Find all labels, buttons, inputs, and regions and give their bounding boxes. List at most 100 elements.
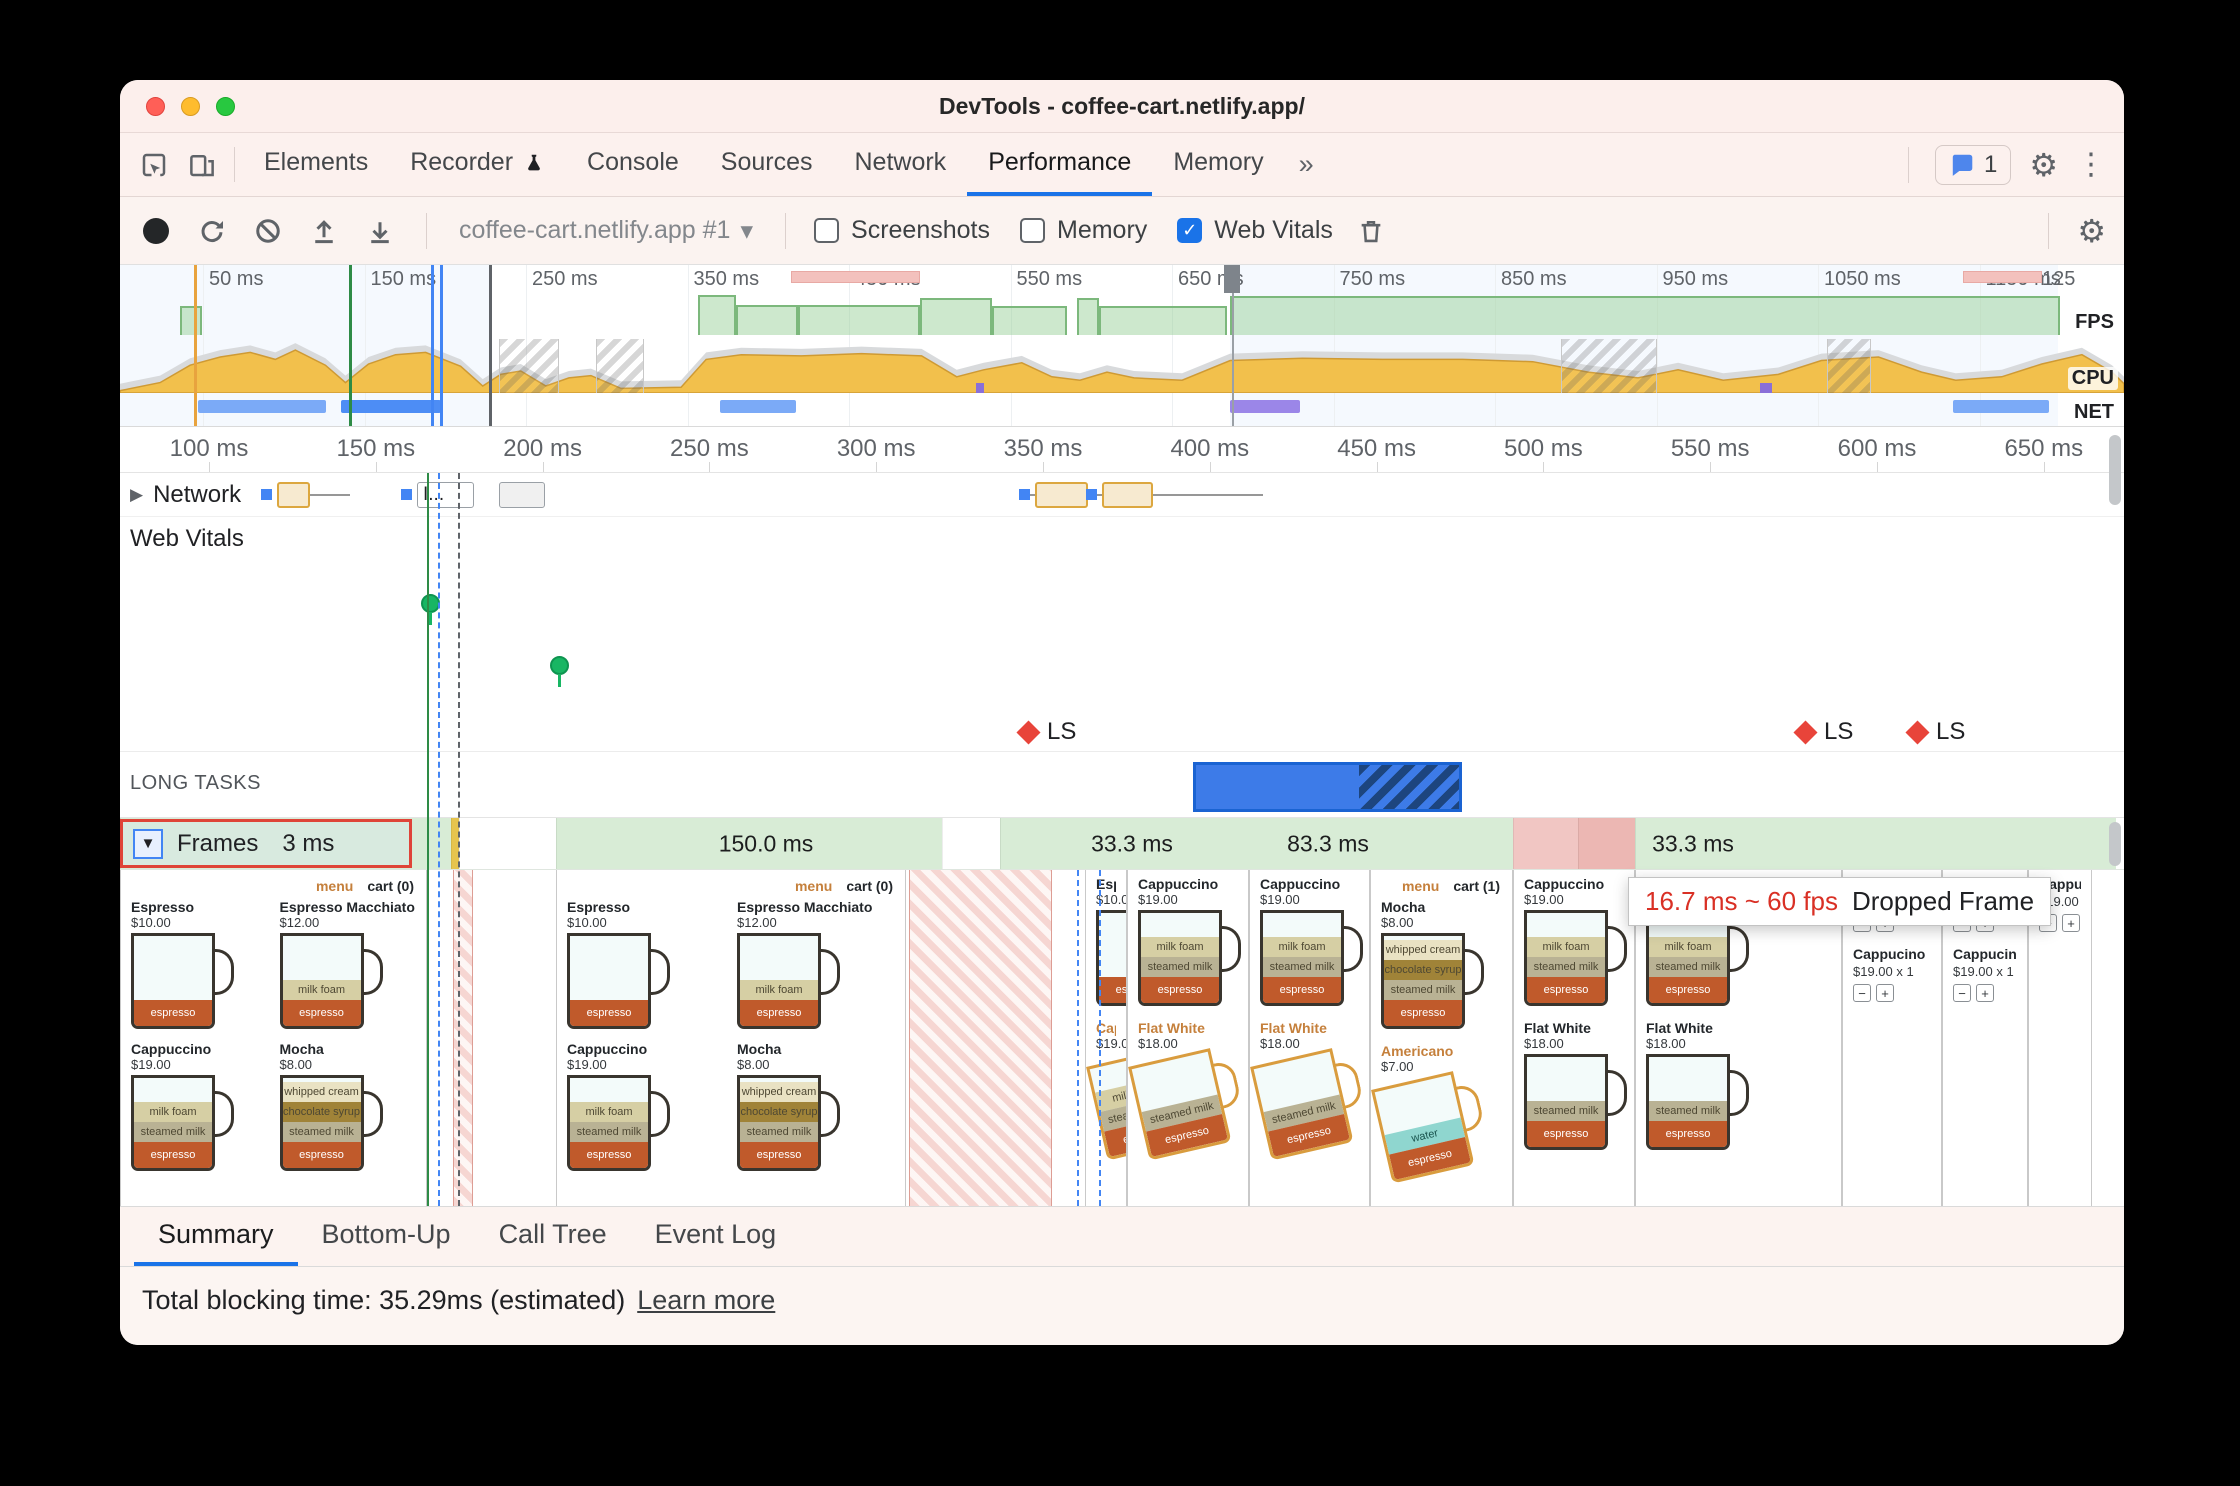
network-request[interactable]: I...: [417, 482, 474, 508]
increase-quantity-icon: +: [1976, 984, 1994, 1002]
filmstrip-frame[interactable]: menu cart (0) Espresso $10.00 espresso Espres…: [556, 870, 906, 1206]
bottom-tab-event-log[interactable]: Event Log: [654, 1219, 777, 1249]
more-tabs-chevron[interactable]: »: [1298, 149, 1314, 179]
frame-segment[interactable]: [942, 818, 1000, 869]
frame-content: menu cart (0) Espresso $10.00 espresso Espres…: [121, 870, 426, 1206]
tab-label: Network: [854, 148, 947, 176]
checkbox-memory[interactable]: [1020, 218, 1045, 243]
nav-menu-link: menu: [794, 878, 833, 894]
product-price: $18.00: [1260, 1036, 1300, 1051]
request-queue-square: [261, 489, 272, 500]
ingredient-chocolate-syrup: chocolate syrup: [740, 1102, 818, 1122]
frame-segment[interactable]: [459, 818, 556, 869]
frames-track[interactable]: 150.0 ms 33.3 ms 83.3 ms 33.3 ms ▼ Frames 3…: [120, 818, 2124, 870]
checkbox-web-vitals[interactable]: ✓: [1177, 218, 1203, 243]
network-track-header[interactable]: ▶ Network: [130, 481, 241, 509]
load-profile-button[interactable]: [306, 213, 342, 249]
layout-shift-marker[interactable]: LS: [1793, 718, 1853, 746]
overview-shaded-region: [120, 265, 492, 426]
product-price: $10.00: [131, 915, 171, 930]
device-toolbar-icon[interactable]: [178, 133, 226, 196]
inspect-element-icon[interactable]: [130, 133, 178, 196]
bottom-tab-summary[interactable]: Summary: [134, 1207, 298, 1266]
save-profile-button[interactable]: [362, 213, 398, 249]
tab-memory[interactable]: Memory: [1152, 133, 1284, 196]
frame-segment[interactable]: [1635, 818, 2116, 869]
zoom-window-button[interactable]: [216, 96, 235, 116]
frame-segment[interactable]: [556, 818, 942, 869]
toolbar-option-memory[interactable]: Memory: [1020, 216, 1147, 245]
long-task-bar[interactable]: [1193, 762, 1462, 812]
message-bubble-icon: [1949, 152, 1975, 178]
tab-elements[interactable]: Elements: [243, 133, 389, 196]
network-track[interactable]: ▶ Network I...: [120, 473, 2124, 517]
timeline-pane[interactable]: 100 ms 150 ms 200 ms 250 ms 300 ms 350 ms 400 …: [120, 427, 2124, 1206]
tab-recorder[interactable]: Recorder: [389, 133, 566, 196]
product-name: Flat White: [1646, 1020, 1713, 1036]
frame-segment[interactable]: [1513, 818, 1578, 869]
clear-recording-button[interactable]: [250, 213, 286, 249]
tab-performance[interactable]: Performance: [967, 133, 1153, 196]
frame-segment[interactable]: [120, 818, 451, 869]
minimize-window-button[interactable]: [181, 96, 200, 116]
kebab-menu-icon[interactable]: ⋮: [2076, 147, 2106, 181]
frames-scrollbar[interactable]: [2109, 822, 2121, 866]
message-count: 1: [1983, 150, 1998, 178]
tab-network[interactable]: Network: [834, 133, 968, 196]
checkbox-screenshots[interactable]: [814, 218, 840, 243]
network-request[interactable]: [277, 482, 310, 508]
network-request[interactable]: [1102, 482, 1153, 508]
tab-console[interactable]: Console: [566, 133, 700, 196]
learn-more-link[interactable]: Learn more: [637, 1285, 776, 1315]
web-vitals-good-marker[interactable]: [550, 656, 569, 675]
trash-icon[interactable]: [1353, 213, 1389, 249]
cpu-lane[interactable]: [120, 335, 2124, 393]
net-bar: [1230, 400, 1300, 413]
profile-select[interactable]: coffee-cart.netlify.app #1 ▾: [459, 216, 753, 246]
screenshot-cup-mocha: whipped cream chocolate syrup steamed milk…: [737, 1075, 841, 1175]
issues-messages-button[interactable]: 1: [1934, 144, 2012, 185]
range-handle[interactable]: [1224, 265, 1240, 293]
reload-and-record-button[interactable]: [194, 213, 230, 249]
web-vitals-good-marker[interactable]: [421, 594, 440, 613]
checkbox-label: Web Vitals: [1214, 216, 1333, 244]
toolbar-option-screenshots[interactable]: Screenshots: [814, 216, 990, 245]
cup-handle: [648, 1091, 670, 1137]
filmstrip-frame[interactable]: Espresso$10.00 espresso Cappuccino$19.00 mi…: [1085, 870, 1127, 1206]
vertical-scrollbar[interactable]: [2109, 435, 2121, 505]
frame-segment[interactable]: [1578, 818, 1635, 869]
fps-bar: [798, 304, 920, 335]
layout-shift-marker[interactable]: LS: [1905, 718, 1965, 746]
frame-segment[interactable]: [451, 818, 459, 869]
settings-gear-icon[interactable]: ⚙: [2029, 146, 2058, 183]
network-request[interactable]: [1035, 482, 1088, 508]
long-tasks-track[interactable]: LONG TASKS: [120, 752, 2124, 818]
frames-disclosure-box[interactable]: ▼: [133, 828, 163, 859]
fps-lane[interactable]: [120, 293, 2124, 335]
layout-shift-marker[interactable]: LS: [1016, 718, 1076, 746]
filmstrip-frame[interactable]: menu cart (0) Espresso $10.00 espresso Espres…: [120, 870, 427, 1206]
frames-track-selection[interactable]: ▼ Frames 3 ms: [120, 819, 412, 868]
bottom-tab-call-tree[interactable]: Call Tree: [498, 1219, 607, 1249]
ingredient-steamed-milk: steamed milk: [1649, 957, 1727, 977]
timeline-tick-label: 500 ms: [1504, 435, 1583, 462]
capture-settings-gear-icon[interactable]: ⚙: [2077, 212, 2106, 249]
filmstrip-frame[interactable]: menu cart (1) Mocha $8.00 whipped cream choco…: [1370, 870, 1513, 1206]
ingredient-milk-foam: milk foam: [282, 980, 361, 1000]
record-button[interactable]: [138, 213, 174, 249]
tab-sources[interactable]: Sources: [700, 133, 834, 196]
frame-segment[interactable]: [1000, 818, 1513, 869]
close-window-button[interactable]: [146, 96, 165, 116]
network-request[interactable]: [499, 482, 545, 508]
bottom-tab-bottom-up[interactable]: Bottom-Up: [321, 1219, 451, 1249]
ingredient-steamed-milk: steamed milk: [1141, 957, 1219, 977]
net-lane[interactable]: [120, 393, 2124, 425]
toolbar-option-web-vitals[interactable]: ✓ Web Vitals: [1177, 216, 1333, 245]
